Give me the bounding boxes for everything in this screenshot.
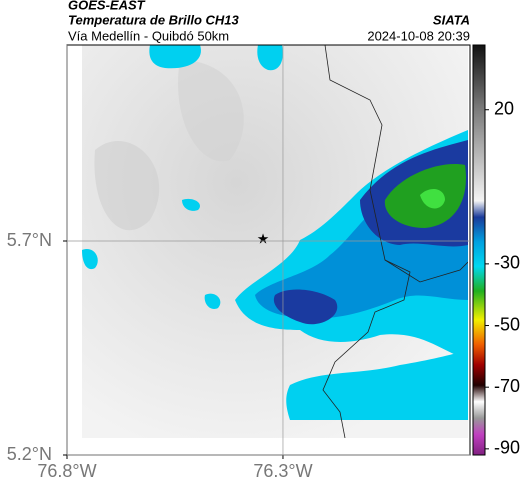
- satellite-image: [82, 45, 468, 438]
- border: [384, 259, 468, 283]
- cloud-cold: [204, 293, 221, 309]
- y-tick-label: 5.2°N: [7, 444, 52, 464]
- cloud-patch: [94, 140, 160, 231]
- route: Vía Medellín - Quibdó 50km: [68, 28, 229, 43]
- x-tick-label: 76.3°W: [253, 461, 312, 481]
- colorbar: [472, 44, 486, 456]
- cloud-core: [420, 188, 445, 209]
- cloud-cold: [182, 198, 200, 211]
- cloud-cold: [149, 45, 201, 69]
- cloud-cold: [286, 350, 468, 420]
- colorbar-tick-label: -90: [494, 438, 520, 458]
- source: SIATA: [433, 12, 470, 27]
- cloud-cold: [257, 45, 283, 71]
- x-tick-label: 76.8°W: [37, 461, 96, 481]
- border: [322, 45, 411, 438]
- colorbar-tick-label: -70: [494, 376, 520, 396]
- colorbar-tick-label: -50: [494, 314, 520, 334]
- y-tick-label: 5.7°N: [7, 230, 52, 250]
- product: Temperatura de Brillo CH13: [68, 12, 240, 27]
- cloud-core: [273, 289, 338, 325]
- colorbar-tick-label: 20: [494, 98, 514, 118]
- timestamp: 2024-10-08 20:39: [367, 28, 470, 43]
- cloud-patch: [178, 60, 244, 162]
- colorbar-tick-label: -30: [494, 253, 520, 273]
- satellite: GOES-EAST: [68, 0, 146, 12]
- cloud-cold: [82, 249, 98, 270]
- location-star: ★: [257, 231, 270, 247]
